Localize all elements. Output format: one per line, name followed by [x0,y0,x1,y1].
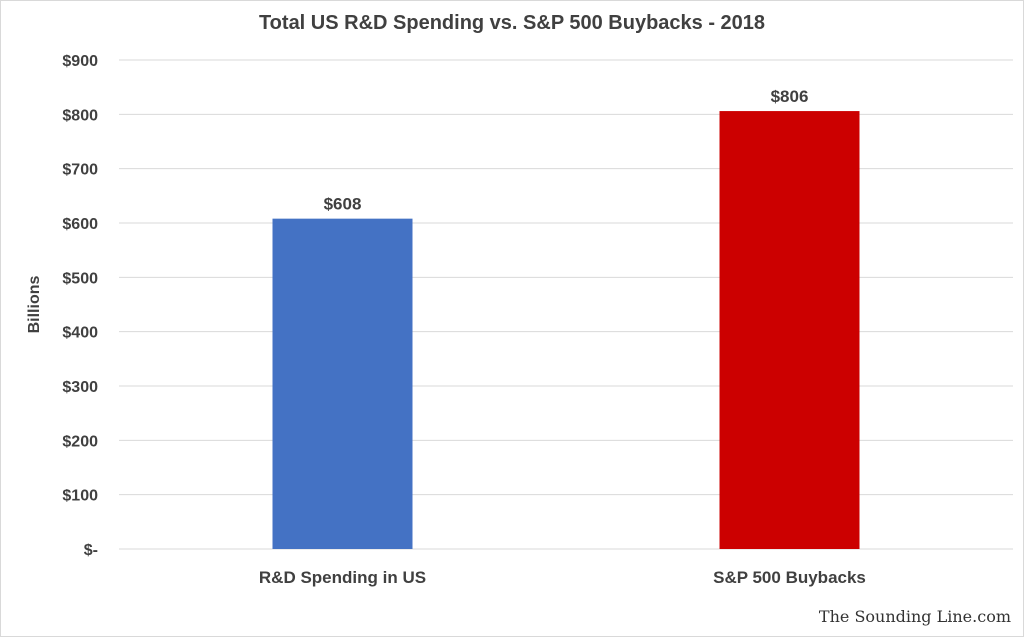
bars: $608 $806 [272,87,860,550]
y-tick-label: $200 [62,433,98,450]
y-tick-label: $300 [62,379,98,396]
y-tick-label: $600 [62,216,98,233]
bar-1 [272,218,413,550]
y-tick-label: $900 [62,53,98,70]
x-category-label: S&P 500 Buybacks [713,568,866,587]
y-tick-labels: $- $100 $200 $300 $400 $500 $600 $700 $800 $900 [62,53,98,559]
gridlines [119,59,1013,550]
x-tick-labels: R&D Spending in US S&P 500 Buybacks [259,568,866,587]
source-credit: The Sounding Line.com [818,607,1011,626]
bar-2 [719,111,860,549]
y-axis-title: Billions [26,276,43,334]
y-tick-label: $700 [62,162,98,179]
data-label: $806 [771,87,809,106]
y-tick-label: $500 [62,270,98,287]
y-tick-label: $400 [62,325,98,342]
y-tick-label: $800 [62,107,98,124]
chart-title: Total US R&D Spending vs. S&P 500 Buybac… [259,12,765,34]
data-label: $608 [324,195,362,214]
y-tick-label: $100 [62,488,98,505]
y-tick-label: $- [84,542,98,559]
x-category-label: R&D Spending in US [259,568,426,587]
